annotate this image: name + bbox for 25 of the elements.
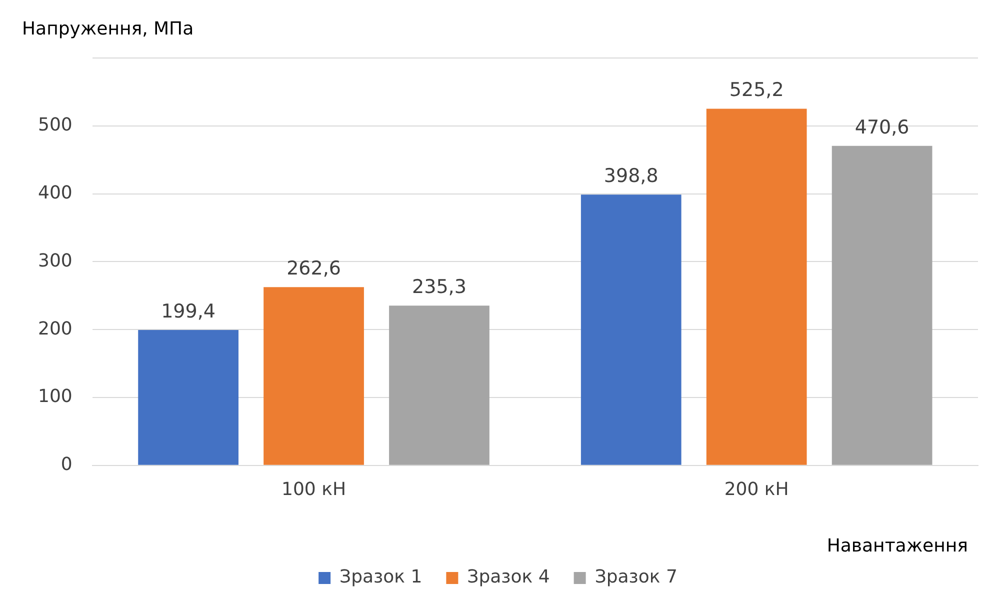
legend-label: Зразок 7 [594,566,678,588]
data-label: 262,6 [286,258,341,280]
y-tick-label: 500 [38,114,72,136]
y-tick-label: 100 [38,386,72,408]
bar [832,146,932,465]
x-axis-title: Навантаження [826,536,968,557]
y-tick-label: 300 [38,250,72,272]
data-label: 235,3 [412,276,466,298]
legend-label: Зразок 1 [340,566,422,588]
bar [264,287,364,465]
y-tick-label: 200 [38,318,72,340]
data-label: 470,6 [854,116,910,138]
y-axis-title: Напруження, МПа [22,18,194,40]
legend-label: Зразок 4 [467,566,550,588]
y-tick-label: 0 [60,454,72,476]
bar [389,306,490,465]
data-label: 525,2 [729,79,784,102]
x-tick-label: 100 кН [282,478,346,500]
x-tick-label: 200 кН [724,478,789,500]
bar [706,108,807,465]
bar [138,330,238,465]
y-tick-label: 400 [38,182,72,204]
data-label: 398,8 [604,165,658,188]
data-label: 199,4 [161,300,216,322]
bar [580,194,682,465]
